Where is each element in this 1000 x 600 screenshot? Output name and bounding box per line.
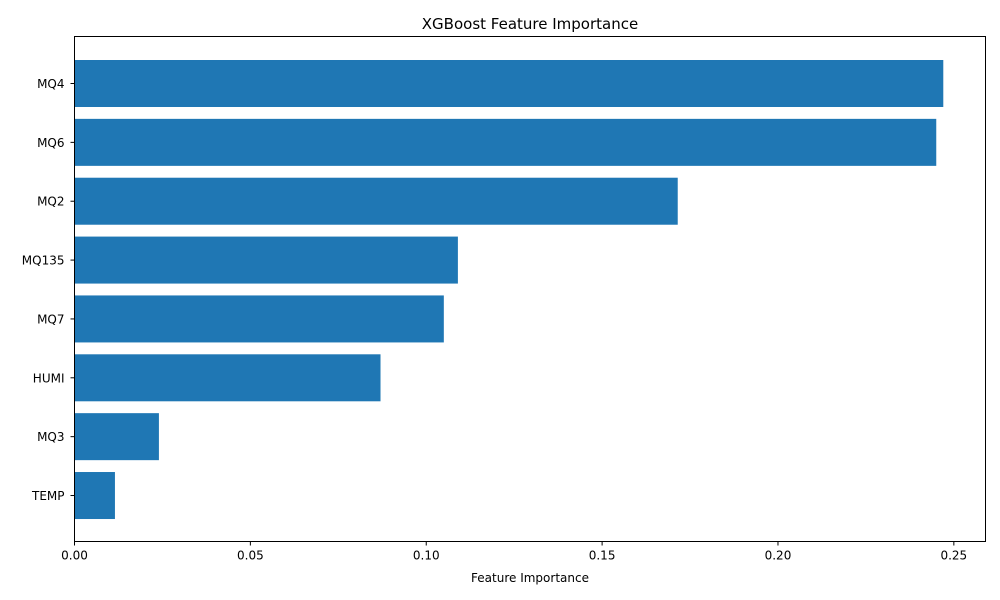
bars-group: [74, 60, 944, 520]
x-tick-label: 0.15: [589, 549, 616, 563]
y-tick-label: MQ135: [22, 254, 65, 268]
bar-mq3: [74, 413, 159, 461]
x-tick-label: 0.05: [237, 549, 264, 563]
x-tick-label: 0.10: [413, 549, 440, 563]
x-axis-label: Feature Importance: [471, 571, 589, 585]
bar-mq2: [74, 177, 678, 225]
x-tick-label: 0.25: [940, 549, 967, 563]
plot-frame: [74, 36, 986, 542]
y-tick-label: MQ6: [37, 136, 64, 150]
bar-mq4: [74, 60, 944, 107]
y-axis: MQ4 MQ6 MQ2 MQ135 MQ7 HUMI MQ3 TEMP: [22, 77, 75, 503]
y-tick-label: MQ2: [37, 195, 64, 209]
y-tick-label: MQ3: [37, 430, 64, 444]
y-tick-label: TEMP: [31, 489, 65, 503]
bar-humi: [74, 354, 381, 402]
bar-temp: [74, 472, 115, 520]
y-tick-label: HUMI: [33, 371, 65, 385]
x-tick-label: 0.20: [765, 549, 792, 563]
y-tick-label: MQ4: [37, 77, 64, 91]
x-axis: 0.00 0.05 0.10 0.15 0.20 0.25: [61, 541, 967, 563]
bar-mq7: [74, 295, 444, 343]
chart-title: XGBoost Feature Importance: [422, 15, 638, 33]
bar-mq6: [74, 118, 937, 166]
y-tick-label: MQ7: [37, 312, 64, 326]
bar-mq135: [74, 236, 458, 284]
x-tick-label: 0.00: [61, 549, 88, 563]
